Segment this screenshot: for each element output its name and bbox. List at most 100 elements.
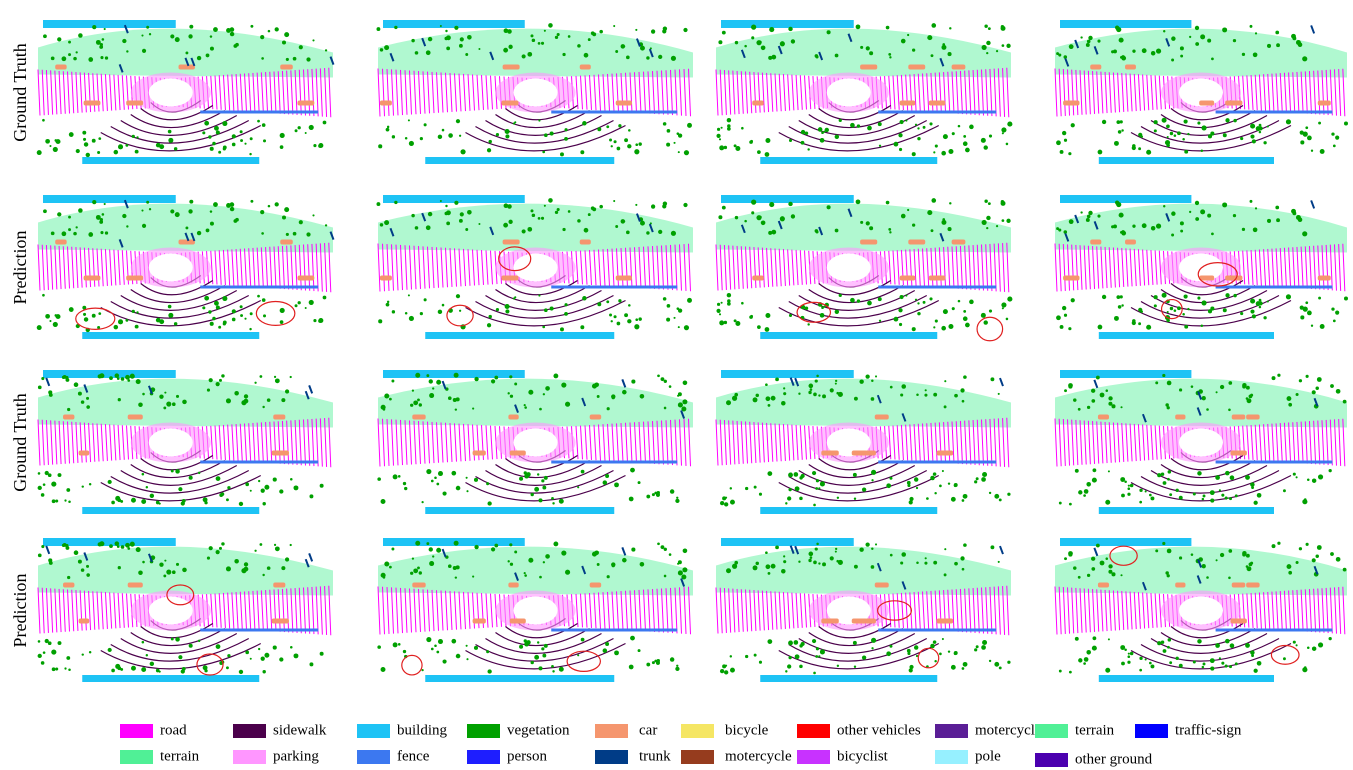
road	[1293, 590, 1295, 631]
vegetation	[275, 378, 280, 383]
vegetation	[1130, 652, 1133, 655]
vegetation	[1108, 396, 1112, 400]
vegetation	[415, 51, 419, 55]
road	[1076, 588, 1078, 633]
vegetation	[944, 573, 947, 576]
road	[68, 72, 70, 114]
vegetation	[68, 669, 71, 672]
road	[249, 248, 251, 287]
road	[414, 589, 416, 632]
ego-hole	[149, 429, 193, 457]
vegetation	[459, 219, 463, 223]
road	[228, 75, 230, 111]
vegetation	[1064, 389, 1067, 392]
car	[1090, 65, 1101, 70]
vegetation	[582, 121, 586, 125]
vegetation	[230, 32, 234, 36]
vegetation	[250, 312, 253, 315]
road	[1147, 75, 1149, 110]
vegetation	[1202, 498, 1204, 500]
road	[741, 246, 743, 289]
vegetation	[617, 322, 621, 326]
vegetation	[812, 639, 816, 643]
vegetation	[227, 654, 230, 657]
road	[101, 74, 103, 111]
road	[657, 421, 659, 464]
road	[733, 421, 735, 465]
road	[1280, 248, 1282, 287]
vegetation	[727, 118, 731, 122]
vegetation	[780, 41, 785, 46]
road	[215, 251, 217, 285]
vegetation	[38, 472, 41, 475]
vegetation	[309, 125, 314, 130]
vegetation	[825, 128, 829, 132]
vegetation	[765, 383, 768, 386]
vegetation	[944, 548, 946, 550]
vegetation	[429, 393, 434, 398]
vegetation	[204, 296, 209, 301]
road	[1084, 421, 1086, 465]
vegetation	[465, 53, 468, 56]
legend-label: traffic-sign	[1175, 722, 1242, 738]
vegetation	[51, 650, 56, 655]
vegetation	[1233, 294, 1236, 297]
road	[1155, 593, 1157, 627]
road	[38, 70, 40, 116]
trunk	[622, 379, 625, 387]
vegetation	[542, 486, 546, 490]
vegetation	[788, 202, 792, 206]
car	[852, 451, 868, 456]
vegetation	[613, 200, 615, 202]
vegetation	[64, 667, 66, 669]
vegetation	[901, 552, 906, 557]
vegetation	[1007, 493, 1010, 496]
road	[278, 71, 280, 114]
row-label: Ground Truth	[10, 43, 30, 142]
road	[486, 593, 488, 627]
vegetation	[1102, 295, 1106, 299]
vegetation	[391, 548, 394, 551]
road	[240, 74, 242, 111]
car	[1225, 101, 1242, 106]
vegetation	[210, 35, 212, 37]
vegetation	[559, 499, 564, 504]
vegetation	[130, 542, 135, 547]
vegetation	[111, 669, 115, 673]
vegetation	[1130, 484, 1133, 487]
vegetation	[1307, 311, 1312, 316]
vegetation	[818, 487, 820, 489]
vegetation	[263, 314, 266, 317]
vegetation	[1296, 476, 1298, 478]
vegetation	[448, 564, 452, 568]
vegetation	[1306, 375, 1309, 378]
road	[392, 587, 394, 633]
building	[425, 332, 614, 339]
road	[68, 422, 70, 464]
road	[796, 425, 798, 460]
road	[274, 247, 276, 289]
vegetation	[935, 319, 938, 322]
road	[639, 422, 641, 463]
vegetation	[1163, 649, 1167, 653]
vegetation	[505, 129, 510, 134]
vegetation	[230, 207, 234, 211]
vegetation	[721, 302, 723, 304]
road	[401, 420, 403, 465]
vegetation	[73, 232, 77, 236]
vegetation	[1092, 636, 1096, 640]
vegetation	[1298, 42, 1303, 47]
car	[580, 240, 591, 245]
vegetation	[591, 31, 595, 35]
vegetation	[994, 494, 999, 499]
road	[1059, 419, 1061, 466]
vegetation	[664, 548, 667, 551]
vegetation	[58, 473, 62, 477]
road	[608, 249, 610, 286]
vegetation	[531, 493, 534, 496]
vegetation	[142, 473, 145, 476]
road	[282, 421, 284, 464]
road	[737, 421, 739, 464]
vegetation	[120, 500, 123, 503]
road	[410, 589, 412, 633]
